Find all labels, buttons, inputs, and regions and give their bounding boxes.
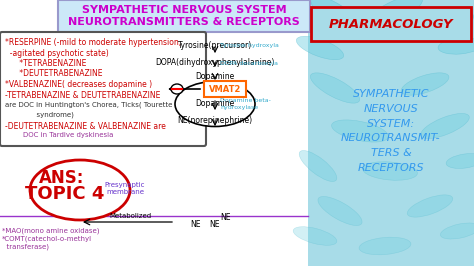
Text: Dopamine: Dopamine xyxy=(195,99,235,108)
Text: NE: NE xyxy=(220,213,230,222)
Text: PHARMACOLOGY: PHARMACOLOGY xyxy=(328,18,453,31)
FancyBboxPatch shape xyxy=(308,0,474,266)
Text: Metabolized: Metabolized xyxy=(109,213,151,219)
Ellipse shape xyxy=(310,73,360,103)
Text: DOPA decarboxyla: DOPA decarboxyla xyxy=(220,60,278,65)
Text: Dopamine beta-
hydroxylase: Dopamine beta- hydroxylase xyxy=(220,98,271,110)
Text: syndrome): syndrome) xyxy=(5,111,74,118)
Text: -TETRABENAZINE & DEUTETRABENAZINE: -TETRABENAZINE & DEUTETRABENAZINE xyxy=(5,90,160,99)
Ellipse shape xyxy=(367,0,422,27)
Text: SYMPATHETIC NERVOUS SYSTEM
NEUROTRANSMITTERS & RECEPTORS: SYMPATHETIC NERVOUS SYSTEM NEUROTRANSMIT… xyxy=(68,5,300,27)
Ellipse shape xyxy=(440,223,474,239)
Text: Tyrosine hydroxyla: Tyrosine hydroxyla xyxy=(220,44,279,48)
Ellipse shape xyxy=(175,81,255,127)
Text: ANS:: ANS: xyxy=(39,169,85,187)
Text: *DEUTETRABENAZINE: *DEUTETRABENAZINE xyxy=(5,69,102,78)
Text: SYMPATHETIC
NERVOUS
SYSTEM:
NEUROTRANSMIT-
TERS &
RECEPTORS: SYMPATHETIC NERVOUS SYSTEM: NEUROTRANSMI… xyxy=(341,89,441,173)
Text: DOC in Tardive dyskinesia: DOC in Tardive dyskinesia xyxy=(5,132,113,139)
FancyBboxPatch shape xyxy=(0,32,206,146)
Ellipse shape xyxy=(332,120,388,142)
Text: DOPA(dihydroxyphenylalanine): DOPA(dihydroxyphenylalanine) xyxy=(155,58,275,67)
Ellipse shape xyxy=(318,197,362,226)
Text: are DOC in Huntington's Chorea, Ticks( Tourette: are DOC in Huntington's Chorea, Ticks( T… xyxy=(5,101,173,107)
Ellipse shape xyxy=(416,10,474,32)
Ellipse shape xyxy=(363,162,418,180)
Text: -agitated psychotic state): -agitated psychotic state) xyxy=(5,48,109,57)
Text: *RESERPINE (-mild to moderate hypertension,: *RESERPINE (-mild to moderate hypertensi… xyxy=(5,38,181,47)
Text: -DEUTETRABENAZINE & VALBENAZINE are: -DEUTETRABENAZINE & VALBENAZINE are xyxy=(5,122,166,131)
Ellipse shape xyxy=(296,36,344,60)
FancyBboxPatch shape xyxy=(58,0,310,32)
Text: Tyrosine(precursor): Tyrosine(precursor) xyxy=(178,41,252,50)
Text: Dopamine: Dopamine xyxy=(195,72,235,81)
Text: Presynaptic
membrane: Presynaptic membrane xyxy=(105,181,145,194)
Text: NE: NE xyxy=(210,220,220,229)
Text: NE: NE xyxy=(190,220,201,229)
Text: *MAO(mono amine oxidase)
*COMT(catechol-o-methyl
  transferase): *MAO(mono amine oxidase) *COMT(catechol-… xyxy=(2,228,100,250)
Text: NE(norepinephrine): NE(norepinephrine) xyxy=(177,116,253,125)
Ellipse shape xyxy=(30,160,130,220)
Ellipse shape xyxy=(446,153,474,168)
FancyBboxPatch shape xyxy=(311,7,471,41)
Ellipse shape xyxy=(438,38,474,54)
Ellipse shape xyxy=(299,151,337,181)
Ellipse shape xyxy=(171,84,183,94)
Ellipse shape xyxy=(310,0,369,40)
Text: VMAT2: VMAT2 xyxy=(209,85,241,94)
Text: *VALBENAZINE( decreases dopamine ): *VALBENAZINE( decreases dopamine ) xyxy=(5,80,152,89)
Ellipse shape xyxy=(421,114,469,139)
FancyBboxPatch shape xyxy=(204,81,246,97)
Ellipse shape xyxy=(359,237,411,255)
Text: *TETRABENAZINE: *TETRABENAZINE xyxy=(5,59,86,68)
Ellipse shape xyxy=(407,195,453,217)
Text: TOPIC 4: TOPIC 4 xyxy=(25,185,105,203)
Ellipse shape xyxy=(293,227,337,245)
Ellipse shape xyxy=(401,73,449,95)
